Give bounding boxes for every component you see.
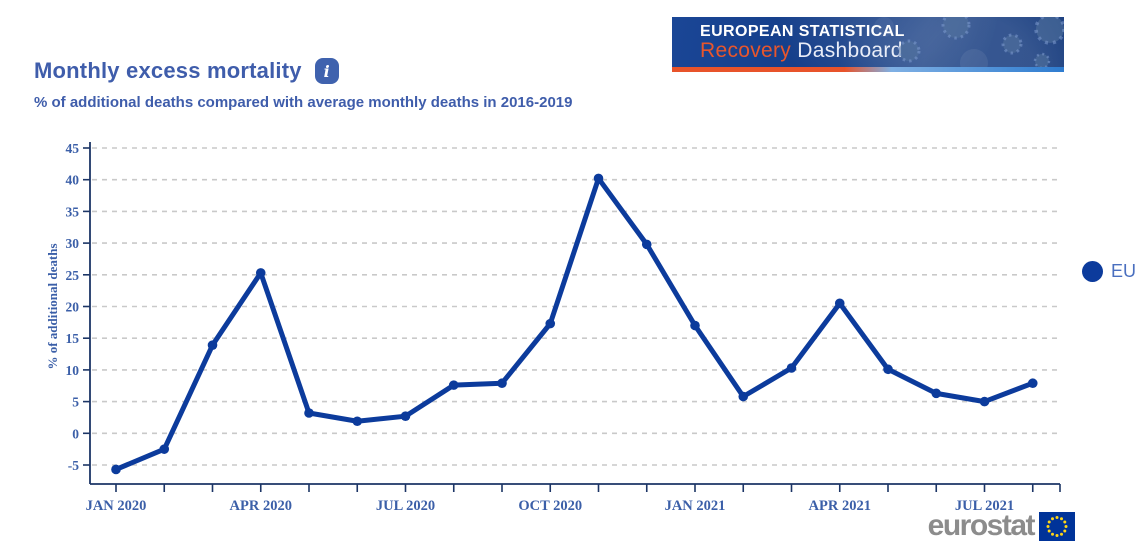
- info-icon[interactable]: i: [314, 58, 339, 84]
- data-point[interactable]: [304, 408, 314, 418]
- data-point[interactable]: [786, 363, 797, 373]
- data-point[interactable]: [448, 380, 459, 390]
- y-axis-tick-label: 10: [66, 363, 80, 378]
- data-point[interactable]: [159, 444, 170, 454]
- y-axis-tick-label: 5: [72, 395, 79, 410]
- eu-flag-icon: [1039, 511, 1075, 541]
- chart-svg: 45 40 35 30 25 20 15 10 5 0 -5 JAN 2020 APR 2020 JUL …: [45, 141, 1061, 514]
- banner-accent-strip: [672, 67, 1064, 72]
- eurostat-wordmark: eurostat: [927, 509, 1036, 542]
- eu-flag-star: [1063, 520, 1067, 523]
- x-axis-tick-label: OCT 2020: [518, 498, 582, 514]
- data-point[interactable]: [352, 416, 363, 427]
- data-point[interactable]: [641, 239, 652, 250]
- data-point[interactable]: [593, 173, 604, 184]
- x-axis-tick-label: APR 2020: [230, 498, 292, 514]
- eu-flag-star: [1064, 524, 1068, 528]
- eu-flag-star: [1051, 532, 1054, 536]
- eurostat-logo[interactable]: eurostat: [928, 509, 1075, 543]
- data-point[interactable]: [111, 464, 121, 475]
- data-point[interactable]: [979, 396, 990, 407]
- eu-series-line: [113, 175, 1036, 472]
- y-axis-tick-label: 15: [66, 331, 80, 346]
- data-point[interactable]: [1027, 378, 1038, 389]
- y-axis-tick-label: 40: [66, 173, 80, 188]
- eu-flag-star: [1051, 516, 1054, 520]
- legend-item-eu[interactable]: EU: [1082, 261, 1136, 282]
- data-point[interactable]: [545, 318, 556, 329]
- eu-flag-star: [1063, 529, 1067, 532]
- x-axis-tick-label: JAN 2021: [665, 498, 726, 514]
- y-axis-tick-label: 30: [66, 236, 80, 251]
- eu-flag-star: [1055, 533, 1059, 537]
- recovery-dashboard-logo[interactable]: EUROPEAN STATISTICAL Recovery Dashboard: [672, 17, 1064, 72]
- excess-mortality-chart: 45 40 35 30 25 20 15 10 5 0 -5 JAN 2020 APR 2020 JUL …: [40, 138, 1080, 538]
- data-point[interactable]: [400, 411, 411, 421]
- data-point[interactable]: [883, 364, 893, 375]
- x-axis-tick-label: JUL 2020: [376, 498, 435, 514]
- eu-flag-star: [1060, 516, 1063, 520]
- data-point[interactable]: [931, 388, 942, 399]
- eu-flag-star: [1055, 515, 1059, 519]
- y-axis-tick-label: 45: [66, 141, 80, 156]
- x-axis-tick-label: JAN 2020: [86, 498, 147, 514]
- x-axis-tick-label: JUL 2021: [955, 498, 1014, 514]
- y-axis-title: % of additional deaths: [45, 243, 60, 369]
- legend-label: EU: [1111, 261, 1137, 281]
- eu-flag-star: [1047, 520, 1051, 523]
- y-axis-tick-label: 35: [66, 204, 80, 219]
- chart-subtitle: % of additional deaths compared with ave…: [34, 94, 573, 111]
- x-axis-tick-label: APR 2021: [809, 498, 871, 514]
- banner-title-line2: Recovery Dashboard: [700, 40, 1064, 62]
- data-point[interactable]: [690, 320, 700, 331]
- page-title: Monthly excess mortality: [34, 58, 302, 83]
- banner-title-line1: EUROPEAN STATISTICAL: [700, 23, 905, 40]
- eu-flag-star: [1047, 529, 1051, 532]
- eu-flag-star: [1046, 524, 1050, 528]
- eu-flag-stars: [1046, 515, 1068, 537]
- data-point[interactable]: [207, 340, 218, 350]
- banner-recovery-text: Recovery: [700, 39, 792, 62]
- data-point[interactable]: [738, 391, 749, 402]
- banner-dashboard-text: Dashboard: [797, 39, 903, 62]
- data-point[interactable]: [497, 378, 507, 389]
- virus-decoration-icons: [874, 17, 1064, 67]
- y-axis-tick-label: -5: [68, 458, 79, 473]
- recovery-dashboard-logo-body: EUROPEAN STATISTICAL Recovery Dashboard: [672, 17, 1064, 67]
- y-axis-tick-label: 25: [66, 268, 80, 283]
- eu-flag-star: [1060, 532, 1063, 536]
- y-axis-tick-label: 20: [66, 300, 80, 315]
- data-point[interactable]: [255, 268, 266, 278]
- data-point[interactable]: [834, 298, 845, 309]
- y-axis-tick-label: 0: [72, 426, 79, 441]
- legend-dot: [1082, 261, 1103, 282]
- header: Monthly excess mortality i: [34, 58, 339, 84]
